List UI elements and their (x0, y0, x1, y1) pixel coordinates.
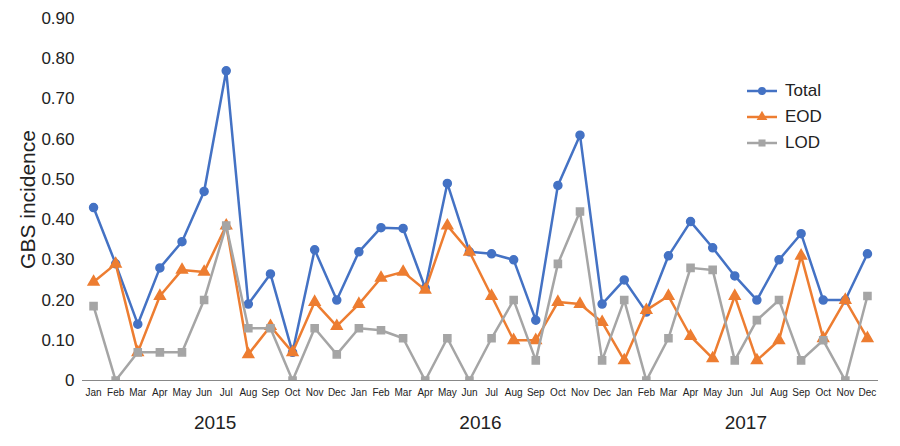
svg-text:GBS incidence: GBS incidence (16, 130, 39, 269)
svg-text:Jan: Jan (85, 387, 101, 398)
svg-text:Sep: Sep (792, 387, 810, 398)
svg-text:0: 0 (65, 371, 74, 390)
svg-text:Oct: Oct (285, 387, 301, 398)
svg-text:Feb: Feb (638, 387, 656, 398)
svg-text:Mar: Mar (660, 387, 678, 398)
svg-text:May: May (173, 387, 192, 398)
svg-text:Nov: Nov (836, 387, 854, 398)
svg-text:May: May (438, 387, 457, 398)
svg-text:Jun: Jun (727, 387, 743, 398)
svg-text:0.80: 0.80 (41, 49, 74, 68)
svg-text:2016: 2016 (459, 412, 501, 433)
svg-text:0.40: 0.40 (41, 210, 74, 229)
svg-text:2017: 2017 (725, 412, 767, 433)
svg-text:Jun: Jun (461, 387, 477, 398)
svg-text:Mar: Mar (394, 387, 412, 398)
svg-text:Aug: Aug (505, 387, 523, 398)
svg-text:Jul: Jul (750, 387, 763, 398)
svg-text:Sep: Sep (262, 387, 280, 398)
svg-text:Mar: Mar (129, 387, 147, 398)
svg-text:Oct: Oct (815, 387, 831, 398)
svg-text:0.10: 0.10 (41, 331, 74, 350)
svg-text:Apr: Apr (683, 387, 699, 398)
svg-text:0.70: 0.70 (41, 89, 74, 108)
svg-text:Jul: Jul (220, 387, 233, 398)
svg-text:Aug: Aug (239, 387, 257, 398)
svg-text:Aug: Aug (770, 387, 788, 398)
svg-text:Dec: Dec (859, 387, 877, 398)
svg-text:Oct: Oct (550, 387, 566, 398)
svg-text:Nov: Nov (571, 387, 589, 398)
svg-text:Apr: Apr (152, 387, 168, 398)
svg-text:Jul: Jul (485, 387, 498, 398)
html-text:Total: Total (785, 81, 821, 100)
svg-text:Dec: Dec (593, 387, 611, 398)
svg-text:Jan: Jan (616, 387, 632, 398)
svg-text:0.50: 0.50 (41, 170, 74, 189)
svg-text:2015: 2015 (194, 412, 236, 433)
svg-text:0.30: 0.30 (41, 250, 74, 269)
html-text:EOD: EOD (785, 107, 822, 126)
svg-text:0.60: 0.60 (41, 130, 74, 149)
svg-text:Jan: Jan (351, 387, 367, 398)
svg-text:Jun: Jun (196, 387, 212, 398)
svg-text:Feb: Feb (372, 387, 390, 398)
svg-text:0.90: 0.90 (41, 9, 74, 28)
svg-text:Nov: Nov (306, 387, 324, 398)
svg-text:Dec: Dec (328, 387, 346, 398)
svg-text:Feb: Feb (107, 387, 125, 398)
svg-text:0.20: 0.20 (41, 290, 74, 309)
svg-text:Sep: Sep (527, 387, 545, 398)
svg-text:May: May (703, 387, 722, 398)
svg-text:Apr: Apr (417, 387, 433, 398)
html-text:LOD: LOD (785, 133, 820, 152)
